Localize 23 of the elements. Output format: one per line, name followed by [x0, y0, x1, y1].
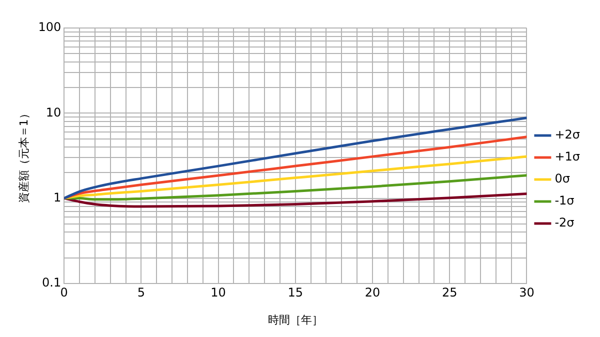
x-tick-label: 20 — [364, 286, 380, 300]
x-axis-title: 時間［年］ — [268, 313, 323, 326]
y-tick-label: 100 — [38, 20, 62, 34]
x-tick-label: 5 — [137, 286, 146, 300]
legend-label: -2σ — [554, 216, 575, 230]
x-tick-label: 25 — [442, 286, 458, 300]
line-series — [64, 174, 527, 201]
y-tick-label: 10 — [46, 105, 62, 120]
x-tick-label: 15 — [288, 286, 304, 300]
y-tick-label: 1 — [53, 190, 62, 204]
x-tick-label: 30 — [519, 286, 534, 300]
line-series — [64, 116, 527, 200]
line-series — [64, 155, 527, 200]
legend-label: -1σ — [554, 194, 575, 208]
legend-label: +2σ — [554, 128, 580, 142]
legend-label: +1σ — [554, 150, 580, 164]
line-series — [64, 192, 527, 208]
y-axis-title: 資産額（元本＝1） — [17, 108, 30, 204]
line-series — [64, 136, 527, 200]
y-tick-label: 0.1 — [42, 276, 62, 290]
legend-label: 0σ — [554, 172, 570, 186]
x-tick-label: 10 — [210, 286, 226, 300]
x-tick-label: 0 — [60, 286, 68, 300]
